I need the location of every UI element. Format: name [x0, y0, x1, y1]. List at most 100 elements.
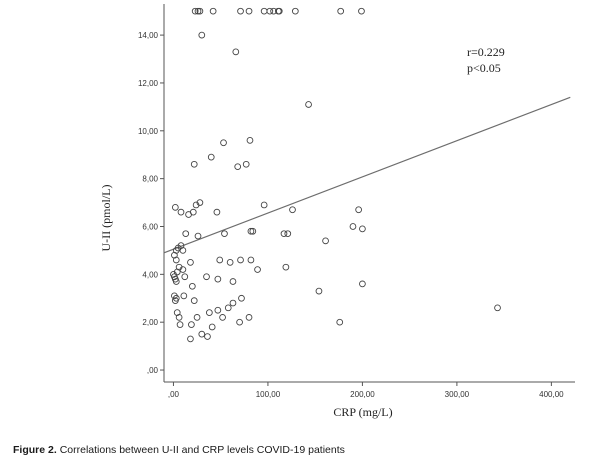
data-point	[359, 280, 366, 288]
caption-label: Figure 2.	[13, 444, 57, 456]
data-point	[219, 314, 226, 321]
data-point	[190, 297, 198, 305]
y-tick-label: 14,00	[138, 31, 159, 40]
data-point	[247, 256, 255, 264]
data-point	[176, 321, 184, 328]
y-tick-label: 2,00	[142, 318, 158, 327]
data-point	[198, 330, 206, 338]
data-point	[232, 48, 240, 56]
data-point	[237, 7, 244, 15]
data-point	[204, 333, 211, 340]
data-point	[234, 163, 242, 171]
data-point	[226, 259, 234, 266]
data-point	[260, 201, 268, 209]
y-axis-title: U-II (pmol/L)	[99, 185, 113, 252]
data-point	[207, 153, 215, 161]
data-point	[171, 204, 179, 211]
data-point	[236, 318, 243, 326]
data-point	[358, 7, 365, 15]
x-tick-label: 100,00	[256, 390, 281, 399]
data-point	[187, 335, 194, 343]
data-point	[224, 304, 232, 312]
data-point	[175, 314, 183, 321]
data-points	[170, 7, 501, 343]
scatter-chart: ,00 100,00 200,00 300,00 400,00 ,00 2,00 4,00 6,…	[99, 4, 575, 419]
axis-ticks: ,00 100,00 200,00 300,00 400,00 ,00 2,00 4,00 6,…	[138, 31, 564, 399]
data-point	[254, 266, 261, 273]
caption-text: Correlations between U-II and CRP levels…	[59, 444, 345, 456]
annotation-p: p<0.05	[467, 61, 501, 75]
data-point	[336, 318, 344, 326]
data-point	[315, 287, 323, 295]
y-tick-label: 4,00	[142, 270, 158, 279]
data-point	[181, 273, 189, 281]
data-point	[216, 256, 224, 264]
data-point	[289, 206, 296, 214]
data-point	[242, 160, 250, 168]
x-tick-label: 400,00	[539, 390, 564, 399]
data-point	[229, 278, 237, 285]
data-point	[355, 206, 362, 214]
data-point	[280, 230, 288, 238]
data-point	[305, 101, 312, 108]
y-tick-label: 8,00	[142, 175, 158, 184]
data-point	[209, 7, 217, 15]
data-point	[198, 31, 206, 39]
data-point	[196, 7, 204, 15]
x-axis-title: CRP (mg/L)	[333, 405, 392, 419]
y-tick-label: 12,00	[138, 79, 159, 88]
data-point	[266, 7, 274, 15]
data-point	[182, 230, 190, 238]
x-tick-label: 200,00	[350, 390, 375, 399]
fit-line	[163, 96, 571, 254]
data-point	[282, 263, 290, 271]
data-point	[221, 230, 228, 238]
data-point	[214, 275, 222, 283]
data-point	[213, 208, 221, 216]
data-point	[194, 232, 202, 240]
data-point	[206, 309, 213, 316]
data-point	[238, 294, 245, 302]
data-point	[247, 227, 255, 235]
data-point	[245, 7, 253, 15]
plot-frame	[163, 4, 575, 383]
data-point	[349, 223, 357, 230]
x-tick-label: ,00	[168, 390, 180, 399]
data-point	[194, 7, 202, 15]
y-tick-label: 10,00	[138, 127, 159, 136]
figure-caption: Figure 2. Correlations between U-II and …	[13, 444, 345, 456]
data-point	[322, 237, 329, 245]
data-point	[291, 7, 299, 15]
data-point	[245, 314, 253, 321]
data-point	[189, 208, 197, 216]
data-point	[179, 247, 187, 254]
data-point	[196, 199, 204, 206]
data-point	[172, 294, 180, 302]
data-point	[494, 304, 501, 312]
data-point	[188, 282, 196, 290]
x-tick-label: 300,00	[445, 390, 470, 399]
data-point	[172, 256, 180, 264]
data-point	[214, 306, 222, 314]
annotation-r: r=0.229	[467, 45, 505, 59]
data-point	[179, 266, 187, 273]
data-point	[229, 299, 237, 307]
data-point	[337, 7, 345, 15]
regression-line	[163, 96, 571, 254]
data-point	[187, 259, 194, 266]
y-tick-label: 6,00	[142, 222, 158, 231]
data-point	[190, 160, 198, 168]
data-point	[180, 292, 188, 300]
data-point	[249, 227, 257, 235]
data-point	[237, 256, 244, 264]
data-point	[173, 268, 181, 276]
data-point	[220, 139, 227, 147]
data-point	[193, 314, 201, 321]
data-point	[208, 323, 216, 331]
data-point	[177, 208, 185, 216]
data-point	[246, 137, 254, 144]
data-point	[203, 273, 210, 281]
data-point	[188, 321, 195, 328]
y-tick-label: ,00	[147, 366, 159, 375]
data-point	[191, 7, 199, 15]
